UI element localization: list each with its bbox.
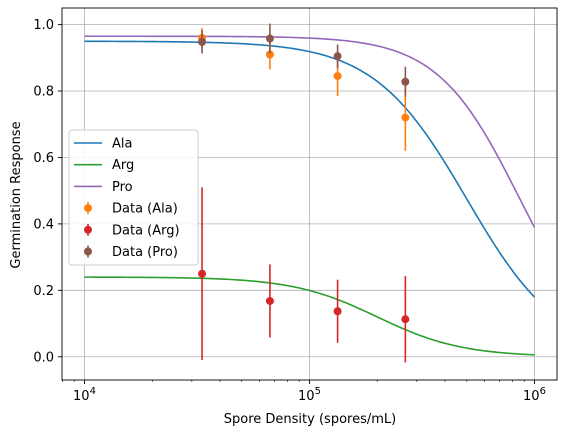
fit-lines bbox=[84, 35, 536, 356]
data-point bbox=[198, 269, 207, 278]
data-point bbox=[401, 113, 410, 122]
legend-label: Data (Arg) bbox=[112, 223, 180, 238]
data-point bbox=[401, 77, 410, 86]
legend-label: Data (Pro) bbox=[112, 245, 178, 260]
legend-entry: Pro bbox=[74, 180, 133, 195]
y-tick-label: 1.0 bbox=[33, 18, 54, 33]
y-axis-label: Germination Response bbox=[9, 121, 24, 268]
data-point bbox=[333, 307, 342, 316]
legend-entry: Ala bbox=[74, 137, 132, 152]
legend-label: Arg bbox=[112, 158, 134, 173]
legend-entry: Data (Arg) bbox=[84, 223, 180, 238]
x-tick-label: 106 bbox=[523, 386, 546, 404]
data-points bbox=[198, 23, 410, 363]
x-tick-label: 105 bbox=[298, 386, 321, 404]
fit-line-pro bbox=[84, 35, 536, 228]
legend-swatch-marker bbox=[84, 225, 92, 234]
legend: Ala Arg Pro Data (Ala) Data (Arg) Data (Pro) bbox=[68, 129, 199, 266]
fit-line-ala bbox=[84, 40, 536, 298]
y-tick-label: 0.0 bbox=[33, 350, 54, 365]
legend-swatch-marker bbox=[84, 204, 92, 213]
legend-entry: Arg bbox=[74, 158, 134, 173]
fit-line-arg bbox=[84, 276, 535, 356]
legend-swatch-marker bbox=[84, 247, 92, 256]
data-point bbox=[265, 34, 274, 43]
legend-box bbox=[68, 129, 199, 266]
data-point bbox=[198, 37, 207, 46]
x-tick-label: 104 bbox=[73, 386, 96, 404]
legend-label: Data (Ala) bbox=[112, 202, 178, 217]
data-point bbox=[333, 52, 342, 61]
y-tick-label: 0.8 bbox=[33, 85, 54, 100]
legend-entry: Data (Ala) bbox=[84, 202, 178, 217]
y-tick-label: 0.4 bbox=[33, 217, 54, 232]
y-tick-label: 0.6 bbox=[33, 151, 54, 166]
data-point bbox=[265, 50, 274, 59]
legend-entry: Data (Pro) bbox=[84, 245, 178, 260]
x-axis-label: Spore Density (spores/mL) bbox=[224, 412, 396, 427]
data-point bbox=[401, 315, 410, 324]
legend-label: Pro bbox=[112, 180, 133, 195]
data-point bbox=[333, 72, 342, 81]
y-tick-label: 0.2 bbox=[33, 284, 54, 299]
ticks: 104 105 106 0.0 0.2 0.4 0.6 0.8 1.0 bbox=[33, 18, 546, 404]
data-point bbox=[265, 296, 274, 305]
legend-label: Ala bbox=[112, 137, 132, 152]
